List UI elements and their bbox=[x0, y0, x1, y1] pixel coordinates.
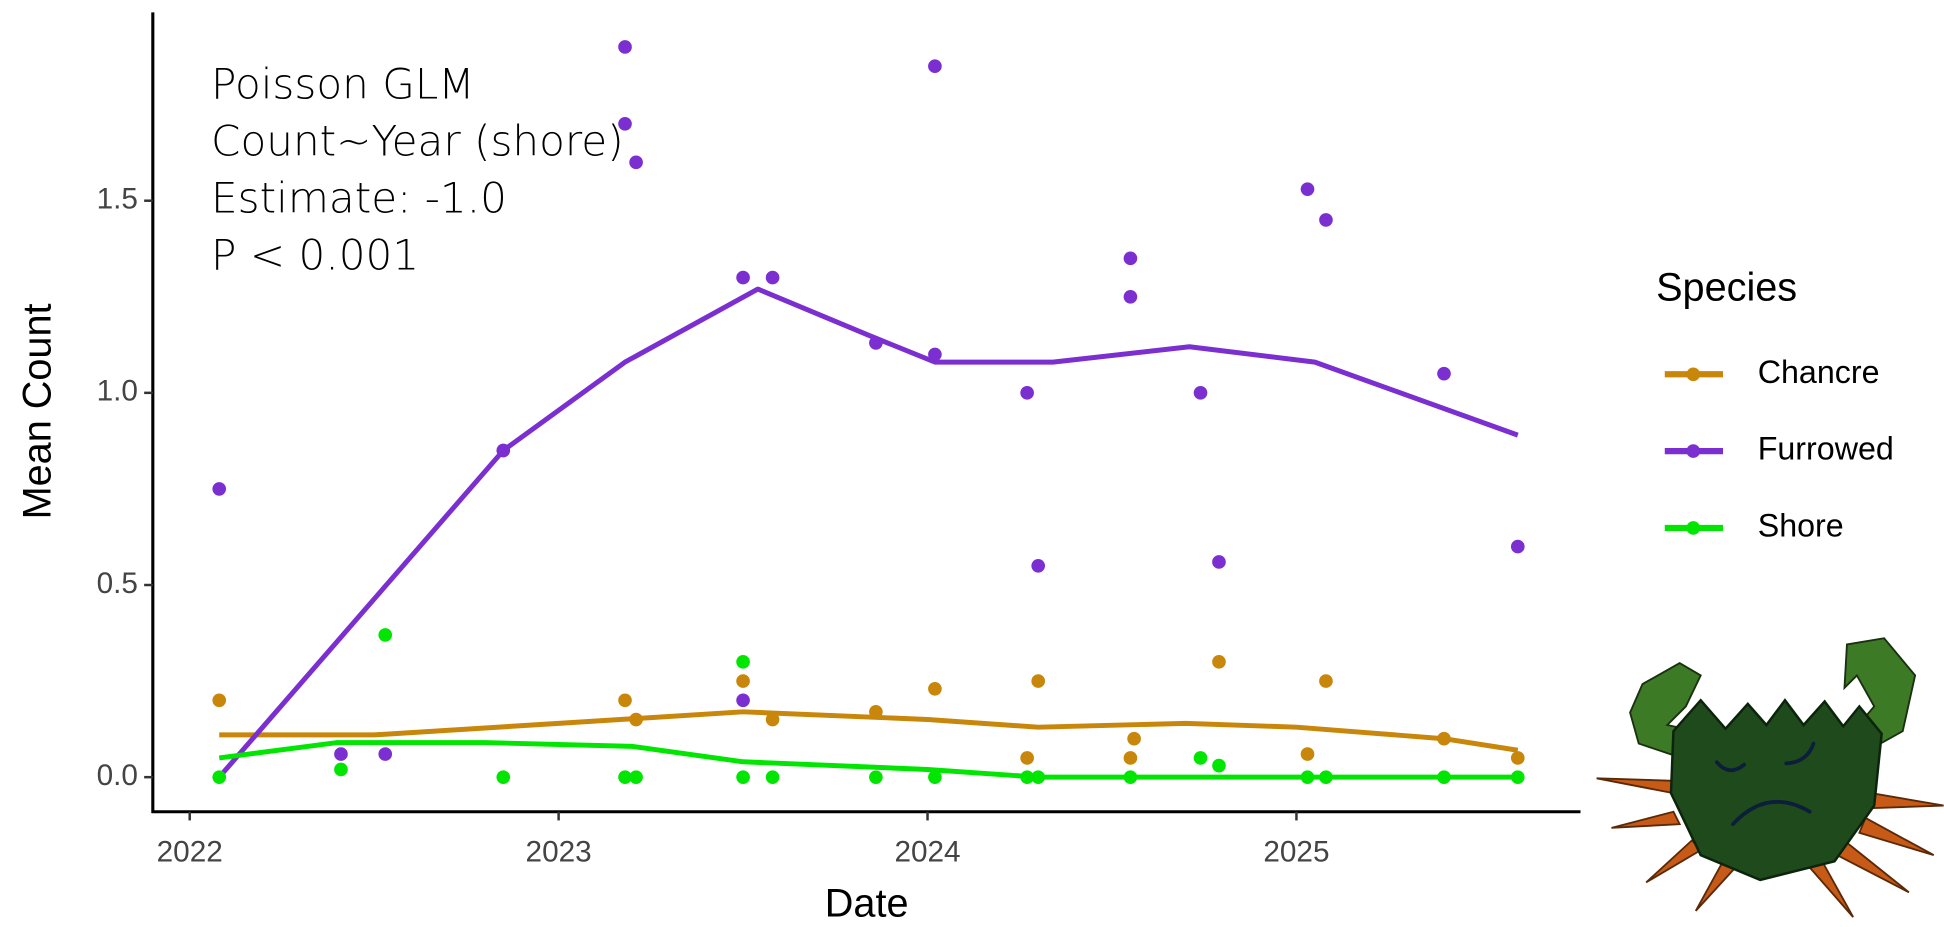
x-tick-label: 2024 bbox=[894, 836, 960, 869]
data-point bbox=[928, 770, 942, 784]
annotation: P < 0.001 bbox=[211, 230, 419, 279]
legend-label: Shore bbox=[1758, 507, 1844, 543]
data-point bbox=[1123, 251, 1138, 266]
data-point bbox=[1510, 751, 1525, 765]
data-point bbox=[1193, 751, 1208, 765]
data-point bbox=[928, 59, 942, 74]
y-tick-label: 0.0 bbox=[97, 759, 138, 792]
data-point bbox=[1127, 731, 1141, 746]
x-tick-label: 2025 bbox=[1263, 836, 1329, 869]
data-point bbox=[1123, 289, 1138, 304]
data-point bbox=[1319, 674, 1333, 688]
data-point bbox=[765, 270, 780, 285]
data-point bbox=[1193, 386, 1208, 400]
data-point bbox=[765, 770, 780, 784]
data-point bbox=[212, 482, 227, 496]
y-tick-label: 1.5 bbox=[97, 183, 138, 216]
data-point bbox=[736, 270, 750, 285]
data-point bbox=[1437, 731, 1451, 746]
data-point bbox=[378, 628, 393, 642]
data-point bbox=[496, 770, 511, 784]
data-point bbox=[1020, 751, 1034, 765]
data-point bbox=[1319, 770, 1333, 784]
data-point bbox=[212, 693, 227, 708]
legend-label: Furrowed bbox=[1758, 431, 1894, 467]
data-point bbox=[1031, 558, 1046, 573]
data-point bbox=[334, 762, 348, 777]
data-point bbox=[736, 770, 750, 784]
data-point bbox=[496, 443, 511, 458]
crab-icon bbox=[1596, 637, 1944, 918]
data-point bbox=[1212, 758, 1226, 773]
data-point bbox=[1212, 555, 1226, 569]
data-point bbox=[1437, 366, 1451, 381]
data-point bbox=[736, 655, 750, 669]
data-point bbox=[334, 747, 348, 761]
data-point bbox=[629, 712, 643, 727]
data-point bbox=[1319, 213, 1333, 227]
data-point bbox=[1437, 770, 1451, 784]
data-point bbox=[378, 747, 393, 761]
data-point bbox=[1300, 770, 1315, 784]
data-point bbox=[629, 155, 643, 170]
data-point bbox=[736, 674, 750, 688]
data-point bbox=[1123, 770, 1138, 784]
annotation: Poisson GLM bbox=[211, 59, 475, 108]
data-point bbox=[1031, 770, 1046, 784]
data-point bbox=[736, 693, 750, 708]
trend-line bbox=[218, 740, 1518, 780]
trend-line bbox=[217, 286, 1519, 779]
data-point bbox=[869, 770, 883, 784]
y-tick-label: 0.5 bbox=[97, 567, 138, 600]
y-axis-title: Mean Count bbox=[16, 303, 60, 519]
x-tick-label: 2023 bbox=[526, 836, 592, 869]
data-point bbox=[1510, 539, 1525, 554]
data-point bbox=[212, 770, 227, 784]
data-point bbox=[618, 40, 632, 54]
legend-key-point bbox=[1686, 521, 1701, 535]
legend-title: Species bbox=[1656, 265, 1797, 309]
data-point bbox=[1020, 770, 1034, 784]
x-tick-label: 2022 bbox=[157, 836, 223, 869]
data-point bbox=[618, 117, 632, 131]
data-point bbox=[1020, 386, 1034, 400]
data-point bbox=[1300, 182, 1315, 196]
data-point bbox=[869, 336, 883, 350]
data-point bbox=[869, 705, 883, 719]
legend-label: Chancre bbox=[1758, 354, 1880, 390]
data-point bbox=[618, 693, 632, 708]
data-point bbox=[629, 770, 643, 784]
data-point bbox=[765, 712, 780, 727]
data-point bbox=[928, 681, 942, 696]
data-point bbox=[1212, 655, 1226, 669]
legend-key-point bbox=[1686, 444, 1701, 458]
data-point bbox=[1123, 751, 1138, 765]
data-point bbox=[1300, 747, 1315, 761]
data-point bbox=[1031, 674, 1046, 688]
annotation: Count~Year (shore) bbox=[211, 116, 624, 165]
annotation: Estimate: -1.0 bbox=[211, 173, 507, 222]
trend-line bbox=[219, 709, 1519, 753]
y-tick-label: 1.0 bbox=[97, 375, 138, 408]
legend-key-point bbox=[1686, 367, 1701, 382]
x-axis-title: Date bbox=[825, 881, 909, 925]
data-point bbox=[928, 347, 942, 362]
data-point bbox=[618, 770, 632, 784]
data-point bbox=[1510, 770, 1525, 784]
